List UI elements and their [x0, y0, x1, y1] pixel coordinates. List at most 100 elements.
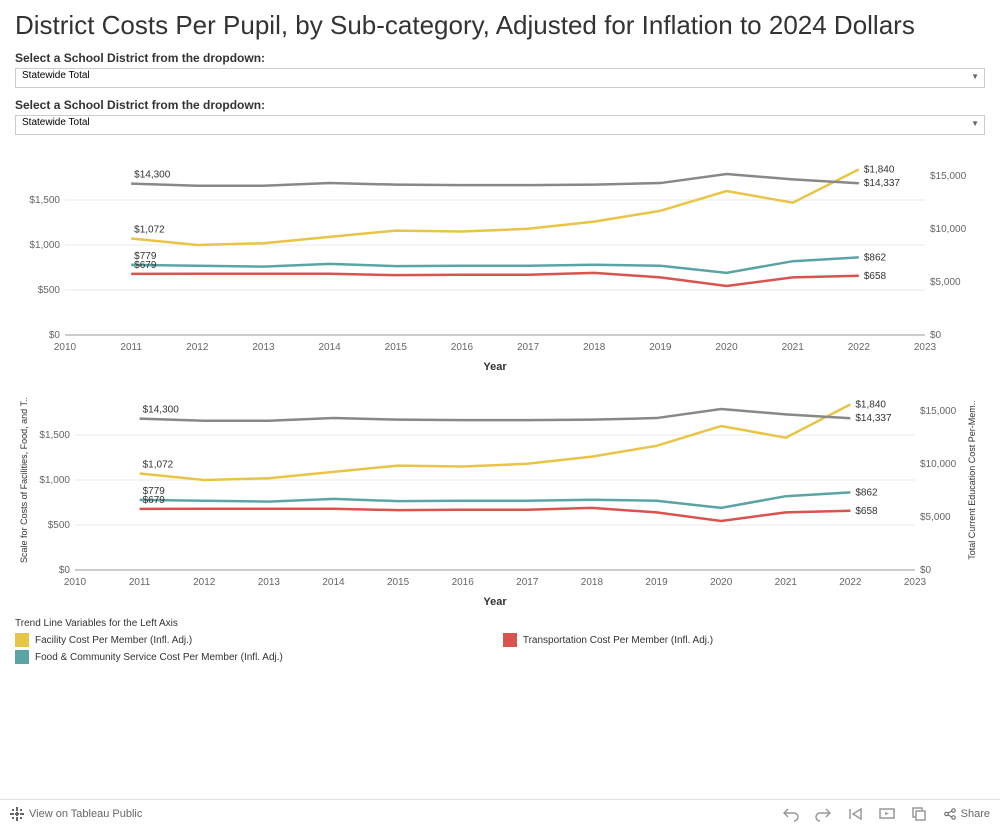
svg-text:2023: 2023: [914, 342, 937, 353]
view-on-tableau-button[interactable]: View on Tableau Public: [10, 807, 142, 821]
svg-text:2011: 2011: [120, 342, 142, 353]
chart-2: $0 $500 $1,000 $1,500 $0 $5,000 $10,000 $15,000…: [15, 380, 985, 610]
svg-text:$5,000: $5,000: [920, 512, 951, 523]
download-button[interactable]: [911, 806, 927, 822]
svg-text:$679: $679: [134, 260, 157, 271]
toolbar: View on Tableau Public Share: [0, 799, 1000, 827]
share-icon: [943, 807, 957, 821]
svg-text:2012: 2012: [193, 577, 216, 588]
svg-text:2023: 2023: [904, 577, 927, 588]
legend-title: Trend Line Variables for the Left Axis: [15, 618, 985, 629]
svg-text:$1,500: $1,500: [29, 195, 60, 206]
svg-text:2010: 2010: [54, 342, 77, 353]
view-label: View on Tableau Public: [29, 808, 142, 820]
chart-1-container: $0 $500 $1,000 $1,500 $0 $5,000 $10,000 $15,000…: [0, 140, 1000, 375]
svg-text:$1,000: $1,000: [29, 240, 60, 251]
svg-text:2019: 2019: [649, 342, 672, 353]
svg-text:2020: 2020: [710, 577, 733, 588]
replay-button[interactable]: [847, 806, 863, 822]
svg-text:$862: $862: [855, 488, 878, 499]
svg-text:2017: 2017: [517, 342, 540, 353]
svg-text:Year: Year: [483, 361, 507, 373]
legend-item[interactable]: Food & Community Service Cost Per Member…: [15, 650, 283, 664]
svg-text:$862: $862: [864, 253, 887, 264]
undo-button[interactable]: [783, 806, 799, 822]
svg-text:$14,337: $14,337: [855, 413, 892, 424]
legend-label: Transportation Cost Per Member (Infl. Ad…: [523, 635, 713, 646]
svg-text:$1,000: $1,000: [39, 475, 70, 486]
svg-text:$0: $0: [59, 565, 71, 576]
svg-text:$10,000: $10,000: [930, 224, 967, 235]
svg-text:2015: 2015: [385, 342, 408, 353]
dropdown-1[interactable]: Statewide Total: [15, 68, 985, 88]
svg-text:2021: 2021: [782, 342, 805, 353]
dropdown-1-label: Select a School District from the dropdo…: [15, 51, 985, 65]
svg-text:$0: $0: [49, 330, 61, 341]
svg-text:2022: 2022: [839, 577, 862, 588]
present-icon: [879, 806, 895, 822]
svg-text:$500: $500: [38, 285, 61, 296]
legend-swatch: [15, 633, 29, 647]
chart-2-container: $0 $500 $1,000 $1,500 $0 $5,000 $10,000 $15,000…: [0, 375, 1000, 610]
share-button[interactable]: Share: [943, 807, 990, 821]
svg-text:$1,072: $1,072: [143, 460, 174, 471]
svg-text:$14,300: $14,300: [134, 170, 171, 181]
dropdown-2-label: Select a School District from the dropdo…: [15, 98, 985, 112]
svg-text:$500: $500: [48, 520, 71, 531]
share-label: Share: [961, 808, 990, 820]
svg-text:2016: 2016: [452, 577, 475, 588]
svg-text:$1,840: $1,840: [855, 400, 886, 411]
svg-text:Year: Year: [483, 596, 507, 608]
present-button[interactable]: [879, 806, 895, 822]
svg-text:2012: 2012: [186, 342, 209, 353]
svg-text:2019: 2019: [645, 577, 668, 588]
tableau-logo-icon: [10, 807, 24, 821]
undo-icon: [783, 806, 799, 822]
svg-text:2010: 2010: [64, 577, 87, 588]
svg-text:$14,300: $14,300: [143, 405, 180, 416]
svg-text:2013: 2013: [252, 342, 275, 353]
svg-text:$0: $0: [920, 565, 932, 576]
svg-text:$679: $679: [143, 495, 166, 506]
svg-text:$10,000: $10,000: [920, 459, 957, 470]
svg-text:2011: 2011: [129, 577, 151, 588]
svg-text:Total Current Education Cost P: Total Current Education Cost Per-Mem..: [967, 400, 977, 560]
svg-text:$14,337: $14,337: [864, 178, 901, 189]
svg-text:$15,000: $15,000: [930, 171, 967, 182]
legend-swatch: [15, 650, 29, 664]
legend-item[interactable]: Facility Cost Per Member (Infl. Adj.): [15, 633, 283, 647]
redo-button[interactable]: [815, 806, 831, 822]
redo-icon: [815, 806, 831, 822]
svg-text:2014: 2014: [322, 577, 345, 588]
dropdown-2[interactable]: Statewide Total: [15, 115, 985, 135]
svg-text:2018: 2018: [583, 342, 606, 353]
svg-text:$1,072: $1,072: [134, 225, 165, 236]
svg-text:$658: $658: [864, 271, 887, 282]
svg-text:$1,500: $1,500: [39, 430, 70, 441]
legend: Trend Line Variables for the Left Axis F…: [0, 610, 1000, 675]
svg-text:$658: $658: [855, 506, 878, 517]
svg-text:2016: 2016: [451, 342, 474, 353]
page-title: District Costs Per Pupil, by Sub-categor…: [15, 10, 985, 41]
svg-text:Scale for Costs of Facilities,: Scale for Costs of Facilities, Food, and…: [19, 397, 29, 563]
svg-text:2015: 2015: [387, 577, 410, 588]
svg-text:2020: 2020: [715, 342, 738, 353]
download-icon: [911, 806, 927, 822]
legend-item[interactable]: Transportation Cost Per Member (Infl. Ad…: [503, 633, 713, 647]
legend-label: Food & Community Service Cost Per Member…: [35, 652, 283, 663]
svg-text:2013: 2013: [258, 577, 281, 588]
legend-label: Facility Cost Per Member (Infl. Adj.): [35, 635, 192, 646]
chart-1: $0 $500 $1,000 $1,500 $0 $5,000 $10,000 $15,000…: [15, 145, 985, 375]
legend-swatch: [503, 633, 517, 647]
svg-text:$15,000: $15,000: [920, 406, 957, 417]
legend-items: Facility Cost Per Member (Infl. Adj.) Foo…: [15, 633, 985, 667]
svg-text:2017: 2017: [516, 577, 539, 588]
svg-text:2014: 2014: [318, 342, 341, 353]
svg-text:$0: $0: [930, 330, 942, 341]
svg-text:2018: 2018: [581, 577, 604, 588]
svg-text:$1,840: $1,840: [864, 165, 895, 176]
svg-text:2022: 2022: [848, 342, 871, 353]
dropdown-section-1: Select a School District from the dropdo…: [0, 46, 1000, 93]
svg-text:$5,000: $5,000: [930, 277, 961, 288]
svg-text:2021: 2021: [775, 577, 798, 588]
